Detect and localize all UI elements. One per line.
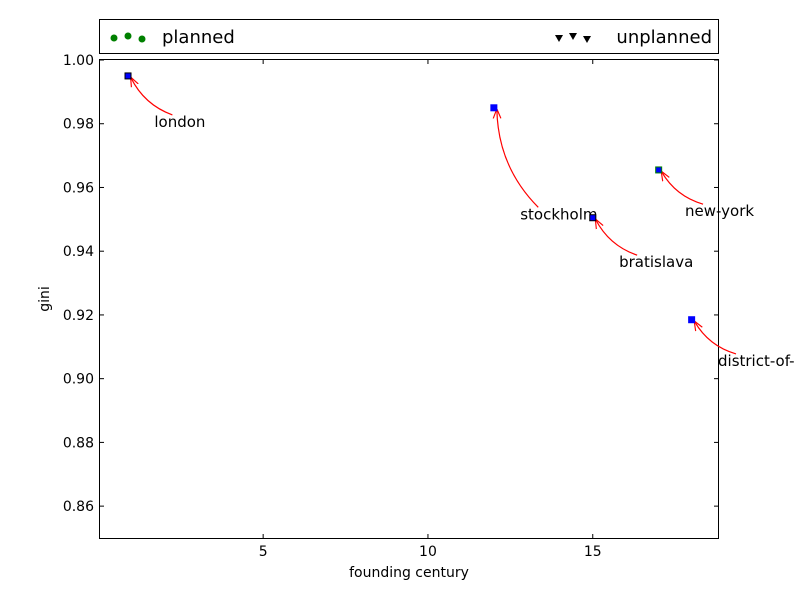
data-point — [589, 214, 597, 222]
legend-marker-circle — [138, 35, 146, 43]
y-axis: 0.86 0.88 0.90 0.92 0.94 0.96 0.98 1.00 — [63, 53, 718, 515]
y-axis-label: gini — [37, 286, 53, 312]
data-point — [124, 72, 132, 80]
legend-marker-triangle — [555, 35, 563, 42]
annotation-arrow — [131, 78, 173, 116]
legend-marker-circle — [124, 32, 132, 40]
annotation-arrow — [497, 110, 539, 208]
annotation-label: london — [154, 113, 205, 131]
legend-unplanned-markers — [555, 33, 591, 43]
legend: planned unplanned — [99, 19, 719, 54]
annotation-label: bratislava — [619, 253, 693, 271]
x-tick-label: 5 — [259, 544, 268, 560]
annotation-label: district-of- — [718, 352, 795, 370]
legend-label-unplanned: unplanned — [616, 27, 712, 48]
y-tick-label: 0.86 — [63, 499, 94, 515]
y-tick-label: 0.96 — [63, 180, 94, 196]
legend-marker-circle — [110, 34, 118, 42]
annotation-arrow — [695, 322, 737, 355]
plot-frame — [99, 59, 719, 539]
annotations: london stockholm bratislava new-york distric… — [131, 78, 795, 370]
x-tick-label: 10 — [419, 544, 437, 560]
legend-marker-triangle — [583, 36, 591, 43]
y-tick-label: 0.88 — [63, 435, 94, 451]
legend-planned-markers — [110, 32, 146, 43]
x-axis-label: founding century — [349, 565, 469, 581]
annotation-arrow — [596, 220, 638, 256]
data-points — [124, 72, 696, 324]
y-tick-label: 1.00 — [63, 53, 94, 69]
y-tick-label: 0.90 — [63, 372, 94, 388]
y-tick-label: 0.92 — [63, 308, 94, 324]
annotation-label: new-york — [685, 202, 754, 220]
annotation-label: stockholm — [520, 205, 597, 223]
legend-frame — [99, 19, 719, 54]
x-tick-label: 15 — [584, 544, 602, 560]
x-axis: 5 10 15 — [259, 60, 602, 560]
data-point — [490, 104, 498, 112]
data-point — [655, 166, 663, 174]
y-tick-label: 0.94 — [63, 244, 94, 260]
annotation-arrow — [662, 172, 704, 205]
data-point — [688, 316, 696, 324]
legend-label-planned: planned — [162, 27, 235, 48]
legend-marker-triangle — [569, 33, 577, 40]
y-tick-label: 0.98 — [63, 117, 94, 133]
